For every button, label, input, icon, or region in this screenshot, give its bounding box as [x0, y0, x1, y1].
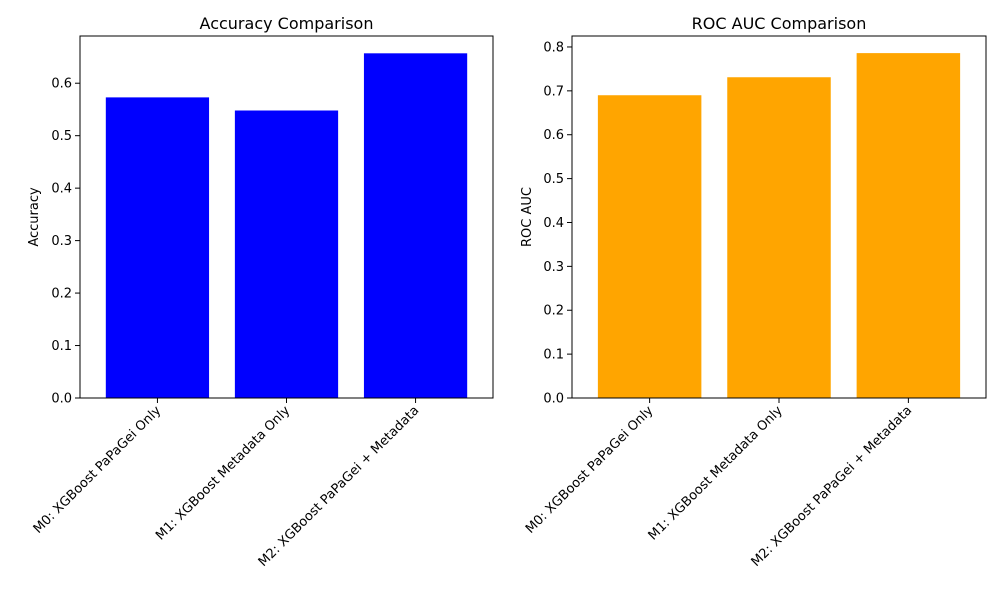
chart-title: Accuracy Comparison	[200, 14, 374, 33]
y-tick-label: 0.1	[543, 348, 564, 363]
bar	[105, 97, 210, 399]
y-axis-label: Accuracy	[27, 187, 42, 247]
chart-title: ROC AUC Comparison	[692, 14, 867, 33]
bar	[597, 95, 702, 399]
bars	[105, 53, 468, 399]
y-tick-label: 0.7	[543, 84, 564, 99]
y-tick-label: 0.3	[543, 260, 564, 275]
y-tick-label: 0.6	[543, 128, 564, 143]
bar	[234, 110, 339, 399]
bar	[727, 77, 831, 398]
y-tick-label: 0.2	[51, 287, 72, 302]
y-tick-label: 0.5	[543, 172, 564, 187]
y-axis-label: ROC AUC	[520, 187, 535, 247]
y-tick-label: 0.1	[51, 339, 72, 354]
plot-frame	[571, 35, 987, 399]
y-tick-label: 0.2	[543, 304, 564, 319]
bars	[597, 53, 961, 399]
y-tick-label: 0.0	[543, 392, 564, 407]
y-tick-label: 0.8	[543, 40, 564, 55]
y-tick-label: 0.5	[51, 129, 72, 144]
y-ticks: 0.0 0.1 0.2 0.3 0.4 0.5 0.6	[51, 77, 80, 407]
y-tick-label: 0.3	[51, 234, 72, 249]
y-tick-label: 0.4	[543, 216, 564, 231]
bar	[856, 53, 961, 398]
plot-frame	[79, 35, 494, 399]
y-tick-label: 0.6	[51, 77, 72, 92]
bar	[363, 53, 468, 398]
y-tick-label: 0.0	[51, 392, 72, 407]
y-ticks: 0.0 0.1 0.2 0.3 0.4 0.5 0.6 0.7 0.8	[543, 40, 572, 407]
y-tick-label: 0.4	[51, 182, 72, 197]
